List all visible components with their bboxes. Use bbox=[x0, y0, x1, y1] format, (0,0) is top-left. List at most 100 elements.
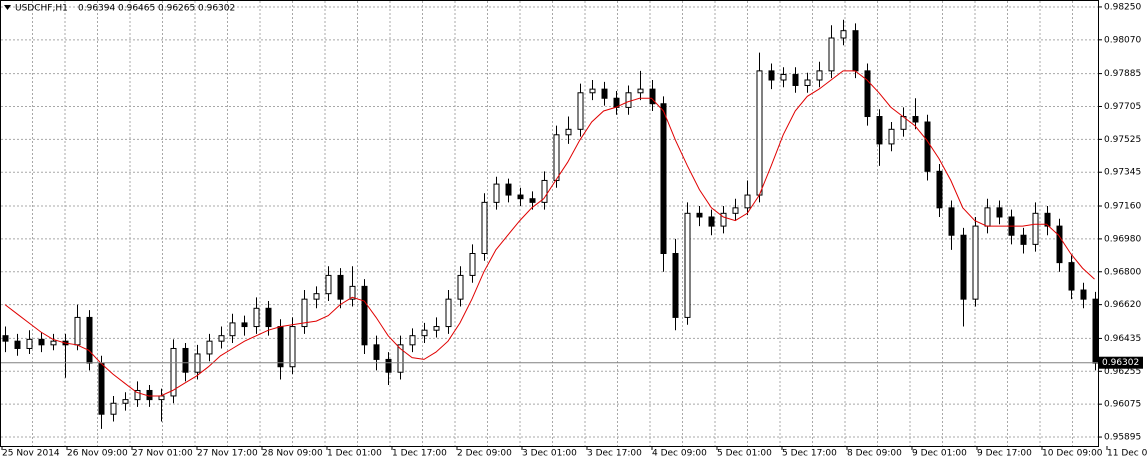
candle-body bbox=[577, 92, 584, 130]
grid bbox=[1, 1, 1098, 446]
candle-body bbox=[696, 212, 703, 218]
header-low: 0.96265 bbox=[158, 4, 195, 14]
candle-body bbox=[780, 74, 787, 81]
y-tick-label: 0.96435 bbox=[1104, 334, 1141, 344]
last-price-box bbox=[1099, 356, 1143, 369]
y-tick-label: 0.96800 bbox=[1104, 267, 1141, 277]
candle-body bbox=[253, 307, 260, 328]
x-tick-label: 4 Dec 09:00 bbox=[652, 449, 707, 459]
candle-body bbox=[277, 326, 284, 368]
x-tick-label: 25 Nov 2014 bbox=[2, 449, 60, 459]
candle-body bbox=[469, 253, 476, 276]
candle-body bbox=[1068, 262, 1075, 291]
candle-body bbox=[229, 322, 236, 337]
candle-body bbox=[996, 207, 1003, 218]
candle-body bbox=[684, 212, 691, 318]
x-tick-label: 9 Dec 17:00 bbox=[977, 449, 1032, 459]
candle-body bbox=[517, 194, 524, 200]
candle-body bbox=[756, 70, 763, 196]
candle-body bbox=[948, 207, 955, 236]
candle-body bbox=[660, 103, 667, 255]
candle-body bbox=[960, 234, 967, 300]
y-tick-label: 0.97160 bbox=[1104, 202, 1141, 212]
candle-body bbox=[337, 274, 344, 300]
x-tick-label: 27 Nov 17:00 bbox=[197, 449, 258, 459]
candle-body bbox=[349, 285, 356, 300]
candle-body bbox=[625, 92, 632, 108]
x-tick-label: 2 Dec 09:00 bbox=[457, 449, 512, 459]
y-tick-label: 0.95895 bbox=[1104, 433, 1141, 443]
x-tick-label: 27 Nov 01:00 bbox=[132, 449, 193, 459]
candle-body bbox=[936, 170, 943, 209]
candle-body bbox=[864, 70, 871, 118]
candle-body bbox=[888, 128, 895, 145]
candle-body bbox=[649, 88, 656, 105]
candle-body bbox=[50, 340, 57, 346]
candle-body bbox=[289, 326, 296, 368]
plot-frame bbox=[0, 0, 1099, 447]
candle-body bbox=[313, 293, 320, 300]
candle-body bbox=[301, 298, 308, 328]
candle-body bbox=[98, 362, 105, 415]
y-tick-label: 0.96075 bbox=[1104, 400, 1141, 410]
header-high: 0.96465 bbox=[118, 4, 155, 14]
candle-body bbox=[182, 347, 189, 373]
candle-body bbox=[529, 198, 536, 203]
candle-body bbox=[720, 212, 727, 227]
header-close: 0.96302 bbox=[198, 4, 235, 14]
y-tick-label: 0.97345 bbox=[1104, 168, 1141, 178]
candle-body bbox=[828, 37, 835, 72]
candle-body bbox=[876, 116, 883, 145]
candle-body bbox=[14, 340, 21, 349]
candle-body bbox=[26, 338, 33, 349]
x-tick-label: 3 Dec 17:00 bbox=[587, 449, 642, 459]
candle-body bbox=[565, 128, 572, 136]
candle-body bbox=[385, 358, 392, 373]
candle-body bbox=[912, 116, 919, 123]
candle-body bbox=[1032, 212, 1039, 245]
candle-body bbox=[74, 316, 81, 346]
candle-body bbox=[158, 395, 165, 401]
candle-body bbox=[421, 329, 428, 337]
candle-body bbox=[1080, 289, 1087, 300]
candle-body bbox=[589, 88, 596, 94]
candle-body bbox=[541, 179, 548, 203]
header-open: 0.96394 bbox=[78, 4, 115, 14]
x-tick-label: 1 Dec 01:00 bbox=[327, 449, 382, 459]
candle-body bbox=[732, 207, 739, 214]
candle-body bbox=[206, 340, 213, 355]
candle-body bbox=[325, 274, 332, 295]
candle-body bbox=[792, 74, 799, 86]
symbol: USDCHF,H1 bbox=[15, 4, 68, 14]
candle-body bbox=[505, 183, 512, 196]
candle-body bbox=[637, 88, 644, 94]
x-tick-label: 10 Dec 09:00 bbox=[1042, 449, 1103, 459]
candle-body bbox=[134, 389, 141, 401]
candle-body bbox=[840, 30, 847, 39]
candle-body bbox=[601, 88, 608, 99]
x-tick-label: 1 Dec 17:00 bbox=[392, 449, 447, 459]
candle-body bbox=[1020, 234, 1027, 245]
last-price-label: 0.96302 bbox=[1102, 358, 1139, 368]
candle-body bbox=[744, 194, 751, 209]
candle-body bbox=[984, 207, 991, 227]
y-tick-label: 0.97525 bbox=[1104, 135, 1141, 145]
candle-body bbox=[38, 338, 45, 346]
candle-body bbox=[373, 344, 380, 360]
y-tick-label: 0.98250 bbox=[1104, 2, 1141, 12]
x-tick-label: 8 Dec 09:00 bbox=[847, 449, 902, 459]
candle-body bbox=[1092, 298, 1099, 364]
candle-body bbox=[397, 344, 404, 373]
y-tick-label: 0.97705 bbox=[1104, 102, 1141, 112]
candle-body bbox=[972, 225, 979, 300]
candle-body bbox=[816, 70, 823, 81]
x-tick-label: 3 Dec 01:00 bbox=[522, 449, 577, 459]
candle-body bbox=[457, 274, 464, 300]
candle-body bbox=[86, 316, 93, 364]
collapse-arrow[interactable] bbox=[4, 5, 11, 10]
y-tick-label: 0.96620 bbox=[1104, 300, 1141, 310]
x-tick-label: 5 Dec 17:00 bbox=[782, 449, 837, 459]
x-tick-label: 9 Dec 01:00 bbox=[912, 449, 967, 459]
